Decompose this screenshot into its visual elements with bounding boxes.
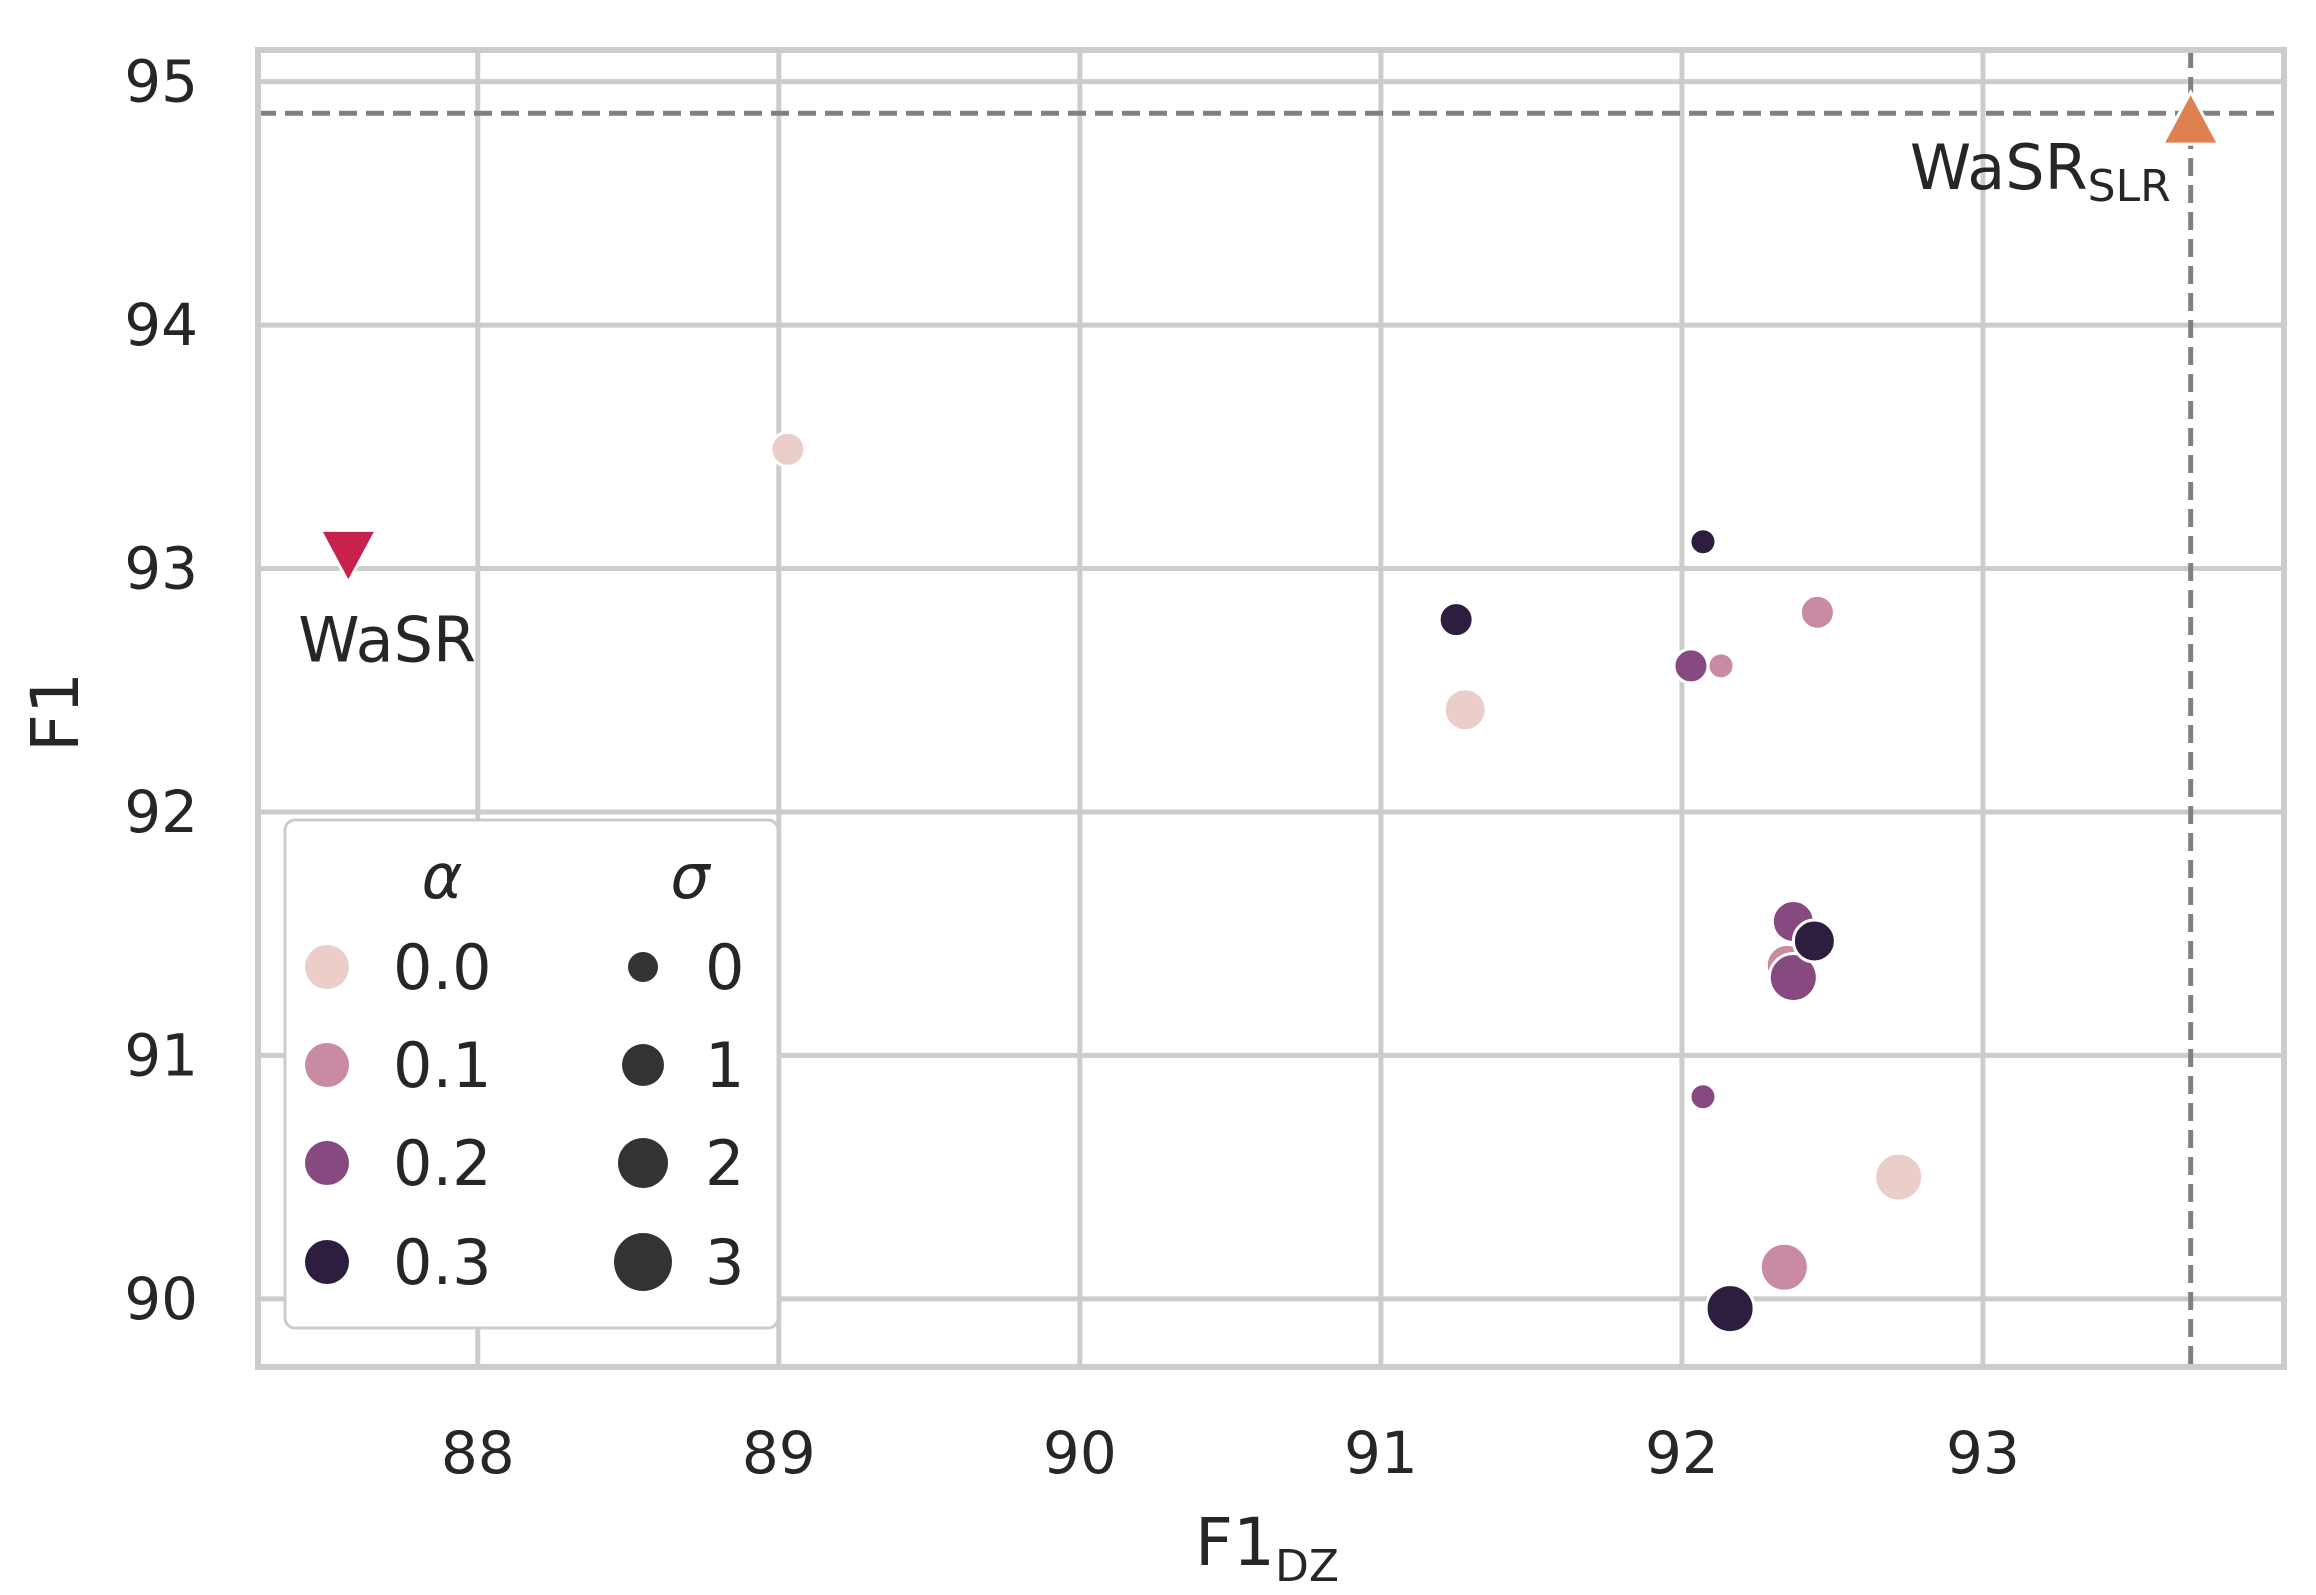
legend-size-label: 3 xyxy=(705,1226,744,1299)
data-point xyxy=(1442,687,1488,733)
legend-size-swatch xyxy=(618,1138,668,1188)
legend-hue-title: α xyxy=(422,840,463,913)
data-point xyxy=(1767,951,1819,1003)
x-axis-label-subscript: DZ xyxy=(1275,1541,1339,1592)
x-tick-label: 93 xyxy=(1946,1419,2020,1487)
legend: α σ 0.0 0.1 0.2 0.3 0 1 2 3 xyxy=(283,818,780,1330)
data-point xyxy=(1706,651,1736,681)
y-tick-label: 94 xyxy=(124,291,198,359)
x-axis-label-main: F1 xyxy=(1195,1504,1275,1581)
data-point xyxy=(1672,647,1710,685)
reference-lines xyxy=(258,50,2284,1367)
x-tick-label: 90 xyxy=(1043,1419,1117,1487)
reference-markers: WaSR WaSRSLR xyxy=(298,88,2222,676)
x-tick-label: 88 xyxy=(441,1419,515,1487)
data-point xyxy=(1791,918,1837,964)
x-tick-label: 92 xyxy=(1645,1419,1719,1487)
legend-box xyxy=(283,818,780,1330)
legend-hue-entries: 0.0 0.1 0.2 0.3 xyxy=(305,931,492,1299)
reference-label: WaSRSLR xyxy=(1910,131,2171,212)
legend-hue-label: 0.3 xyxy=(393,1226,492,1299)
legend-size-swatch xyxy=(622,1044,664,1086)
data-point xyxy=(1688,527,1718,557)
legend-hue-swatch xyxy=(305,1141,349,1185)
y-tick-label: 93 xyxy=(124,535,198,603)
legend-hue-swatch xyxy=(305,1240,349,1284)
data-points xyxy=(769,430,1925,1335)
y-tick-label: 91 xyxy=(124,1021,198,1089)
y-axis-label: F1 xyxy=(17,672,94,752)
y-tick-labels: 90 91 92 93 94 95 xyxy=(124,48,198,1333)
y-tick-label: 95 xyxy=(124,48,198,116)
legend-size-swatch xyxy=(628,952,658,982)
data-point xyxy=(1798,593,1836,631)
data-point xyxy=(1704,1283,1756,1335)
reference-label: WaSR xyxy=(298,603,476,676)
data-point xyxy=(1688,1082,1718,1112)
legend-size-swatch xyxy=(614,1233,672,1291)
legend-size-label: 1 xyxy=(705,1029,744,1102)
data-point xyxy=(1437,601,1475,639)
legend-hue-label: 0.1 xyxy=(393,1029,492,1102)
legend-hue-swatch xyxy=(305,945,349,989)
legend-size-label: 0 xyxy=(705,931,744,1004)
legend-hue-label: 0.2 xyxy=(393,1127,492,1200)
data-point xyxy=(1873,1151,1925,1203)
y-tick-label: 92 xyxy=(124,778,198,846)
data-point xyxy=(1758,1241,1810,1293)
data-point xyxy=(769,430,807,468)
reference-marker xyxy=(317,528,379,586)
legend-size-entries: 0 1 2 3 xyxy=(614,931,744,1299)
plot-frame xyxy=(255,47,2287,1370)
x-tick-labels: 88 89 90 91 92 93 xyxy=(441,1419,2020,1487)
legend-hue-swatch xyxy=(305,1043,349,1087)
legend-size-label: 2 xyxy=(705,1127,744,1200)
x-tick-label: 89 xyxy=(742,1419,816,1487)
reference-marker xyxy=(2160,88,2222,146)
legend-size-title: σ xyxy=(670,840,711,913)
x-axis-label: F1DZ xyxy=(1195,1504,1339,1592)
legend-hue-label: 0.0 xyxy=(393,931,492,1004)
x-tick-label: 91 xyxy=(1344,1419,1418,1487)
y-tick-label: 90 xyxy=(124,1265,198,1333)
